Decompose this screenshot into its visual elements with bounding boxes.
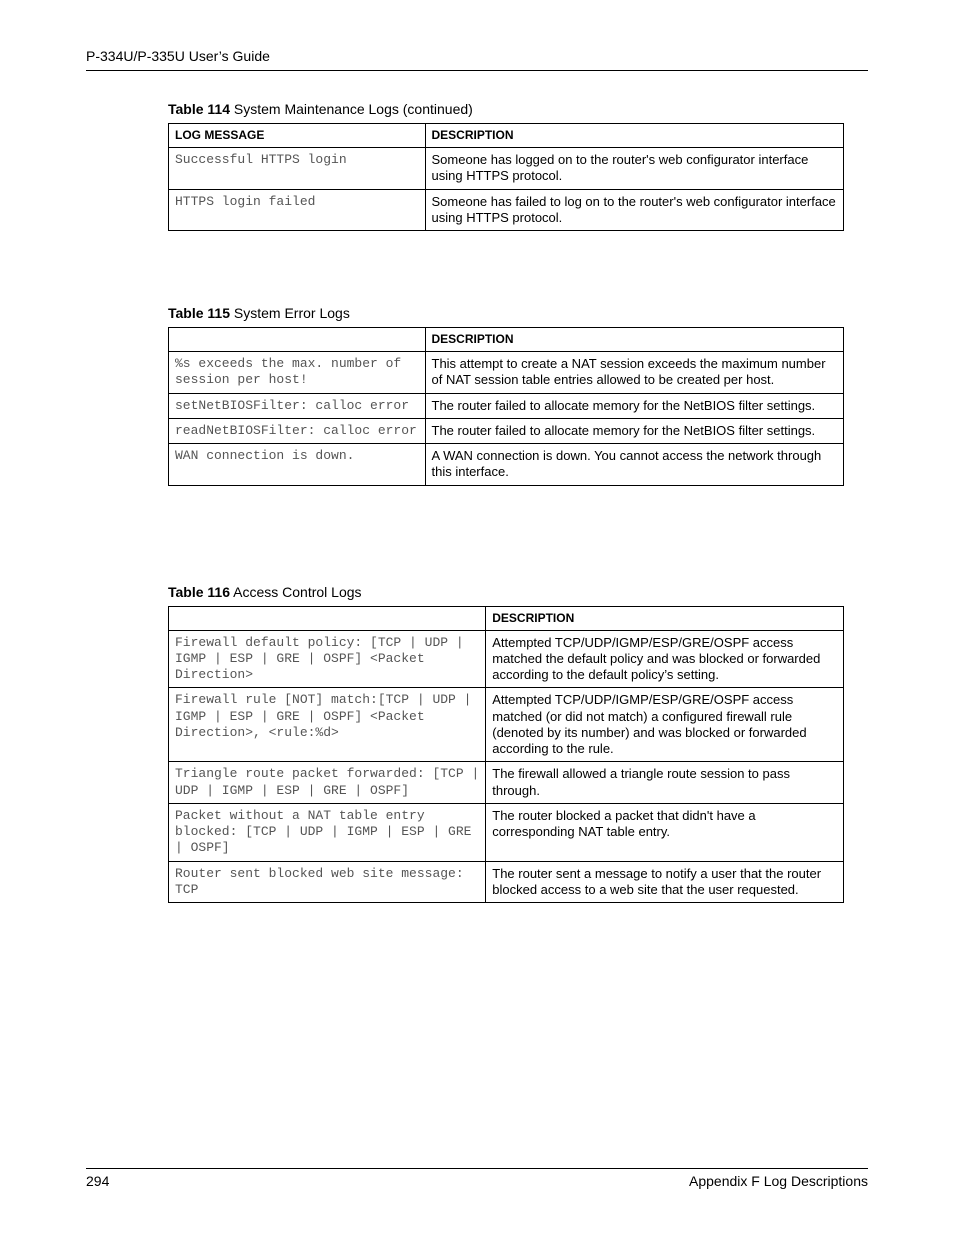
table-row: %s exceeds the max. number of session pe…: [169, 352, 844, 394]
table-116-block: Table 116 Access Control Logs DESCRIPTIO…: [168, 584, 844, 904]
page-number: 294: [86, 1173, 109, 1189]
table-row: DESCRIPTION: [169, 328, 844, 352]
footer-row: 294 Appendix F Log Descriptions: [86, 1173, 868, 1189]
cell-description: The router failed to allocate memory for…: [425, 418, 844, 443]
table-row: readNetBIOSFilter: calloc error The rout…: [169, 418, 844, 443]
table-115-caption: Table 115 System Error Logs: [168, 305, 844, 321]
cell-description: Someone has logged on to the router's we…: [425, 148, 844, 190]
table-row: Triangle route packet forwarded: [TCP | …: [169, 762, 844, 804]
cell-log-message: Triangle route packet forwarded: [TCP | …: [169, 762, 486, 804]
cell-description: Attempted TCP/UDP/IGMP/ESP/GRE/OSPF acce…: [486, 688, 844, 762]
table-116-caption: Table 116 Access Control Logs: [168, 584, 844, 600]
table-row: LOG MESSAGE DESCRIPTION: [169, 124, 844, 148]
th-description: DESCRIPTION: [425, 328, 844, 352]
table-114-block: Table 114 System Maintenance Logs (conti…: [168, 101, 844, 231]
table-row: HTTPS login failed Someone has failed to…: [169, 189, 844, 231]
table-row: Packet without a NAT table entry blocked…: [169, 803, 844, 861]
table-115-caption-number: Table 115: [168, 305, 230, 321]
table-row: Firewall default policy: [TCP | UDP | IG…: [169, 630, 844, 688]
table-row: Firewall rule [NOT] match:[TCP | UDP | I…: [169, 688, 844, 762]
page-footer: 294 Appendix F Log Descriptions: [86, 1168, 868, 1189]
table-115-caption-text: System Error Logs: [230, 305, 350, 321]
cell-description: A WAN connection is down. You cannot acc…: [425, 444, 844, 486]
th-blank: [169, 328, 426, 352]
table-row: Router sent blocked web site message: TC…: [169, 861, 844, 903]
th-description: DESCRIPTION: [425, 124, 844, 148]
cell-log-message: HTTPS login failed: [169, 189, 426, 231]
table-116: DESCRIPTION Firewall default policy: [TC…: [168, 606, 844, 904]
cell-log-message: readNetBIOSFilter: calloc error: [169, 418, 426, 443]
cell-log-message: Successful HTTPS login: [169, 148, 426, 190]
table-115: DESCRIPTION %s exceeds the max. number o…: [168, 327, 844, 486]
cell-log-message: Firewall rule [NOT] match:[TCP | UDP | I…: [169, 688, 486, 762]
th-log-message: LOG MESSAGE: [169, 124, 426, 148]
table-116-caption-text: Access Control Logs: [230, 584, 362, 600]
cell-description: The firewall allowed a triangle route se…: [486, 762, 844, 804]
cell-log-message: Router sent blocked web site message: TC…: [169, 861, 486, 903]
cell-description: This attempt to create a NAT session exc…: [425, 352, 844, 394]
cell-description: The router blocked a packet that didn't …: [486, 803, 844, 861]
running-header: P-334U/P-335U User’s Guide: [86, 48, 868, 64]
cell-log-message: Firewall default policy: [TCP | UDP | IG…: [169, 630, 486, 688]
table-row: WAN connection is down. A WAN connection…: [169, 444, 844, 486]
th-blank: [169, 606, 486, 630]
table-row: Successful HTTPS login Someone has logge…: [169, 148, 844, 190]
header-rule: [86, 70, 868, 71]
page-container: P-334U/P-335U User’s Guide Table 114 Sys…: [0, 0, 954, 1235]
section-title: Appendix F Log Descriptions: [689, 1173, 868, 1189]
cell-log-message: setNetBIOSFilter: calloc error: [169, 393, 426, 418]
cell-log-message: WAN connection is down.: [169, 444, 426, 486]
table-114-caption-text: System Maintenance Logs (continued): [230, 101, 473, 117]
cell-description: Attempted TCP/UDP/IGMP/ESP/GRE/OSPF acce…: [486, 630, 844, 688]
table-115-block: Table 115 System Error Logs DESCRIPTION …: [168, 305, 844, 486]
table-row: setNetBIOSFilter: calloc error The route…: [169, 393, 844, 418]
table-row: DESCRIPTION: [169, 606, 844, 630]
cell-log-message: %s exceeds the max. number of session pe…: [169, 352, 426, 394]
cell-log-message: Packet without a NAT table entry blocked…: [169, 803, 486, 861]
spacer: [86, 486, 868, 556]
cell-description: Someone has failed to log on to the rout…: [425, 189, 844, 231]
cell-description: The router failed to allocate memory for…: [425, 393, 844, 418]
th-description: DESCRIPTION: [486, 606, 844, 630]
table-114-caption-number: Table 114: [168, 101, 230, 117]
table-116-caption-number: Table 116: [168, 584, 230, 600]
table-114-caption: Table 114 System Maintenance Logs (conti…: [168, 101, 844, 117]
footer-rule: [86, 1168, 868, 1169]
spacer: [86, 231, 868, 277]
table-114: LOG MESSAGE DESCRIPTION Successful HTTPS…: [168, 123, 844, 231]
cell-description: The router sent a message to notify a us…: [486, 861, 844, 903]
